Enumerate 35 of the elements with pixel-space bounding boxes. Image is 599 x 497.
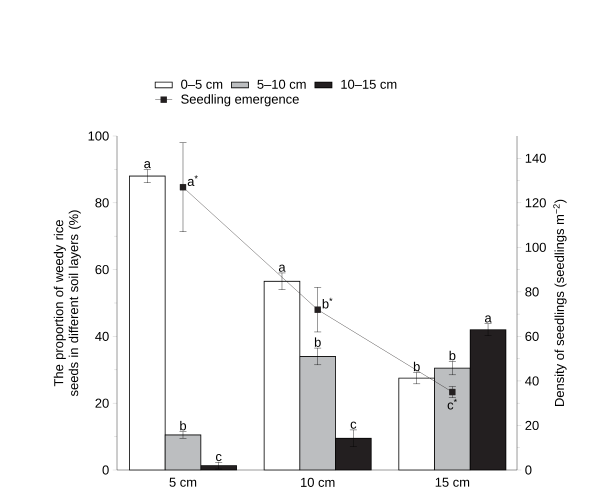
data-label: b$^{*}$ <box>322 298 332 308</box>
y2-tick-label: 20 <box>525 420 539 430</box>
y-axis-title: The proportion of weedy rice seeds in different soil layers (%) <box>54 210 81 396</box>
data-label: b <box>414 362 420 372</box>
legend-label: Seedling emergence <box>181 94 299 106</box>
x-tick-label: 5 cm <box>169 478 196 487</box>
y-tick-label: 0 <box>102 465 109 475</box>
x-tick-label: 10 cm <box>301 478 334 487</box>
y-tick-label: 20 <box>95 398 109 408</box>
y2-tick-label: 80 <box>525 287 539 296</box>
data-label: c$^{*}$ <box>448 398 457 410</box>
y2-tick-label: 0 <box>525 465 532 475</box>
y-tick-label: 100 <box>88 131 109 141</box>
y-tick-label: 40 <box>95 332 109 341</box>
data-label: c <box>216 454 222 462</box>
data-label: a$^{*}$ <box>188 175 198 186</box>
y2-tick-label: 140 <box>526 154 546 163</box>
data-label: b <box>314 337 321 347</box>
legend-label: 5–10 cm <box>257 80 306 89</box>
x-tick-label: 15 cm <box>436 478 470 487</box>
y2-tick-label: 120 <box>526 198 546 208</box>
y2-tick-label: 60 <box>525 332 539 341</box>
data-label: b <box>450 350 456 360</box>
legend-label: 0–5 cm <box>181 80 222 89</box>
data-label: a <box>278 264 286 272</box>
data-label: a <box>144 161 151 168</box>
data-label: c <box>350 422 356 429</box>
y-tick-label: 60 <box>95 265 109 274</box>
y2-tick-label: 100 <box>526 242 546 252</box>
y2-axis-title: Density of seedlings (seedlings m$^{−2}$) <box>553 200 567 406</box>
y-tick-label: 80 <box>95 198 109 208</box>
legend-label: 10–15 cm <box>341 80 396 89</box>
data-label: b <box>180 420 186 430</box>
data-label: a <box>484 315 492 323</box>
y2-tick-label: 40 <box>525 376 539 386</box>
